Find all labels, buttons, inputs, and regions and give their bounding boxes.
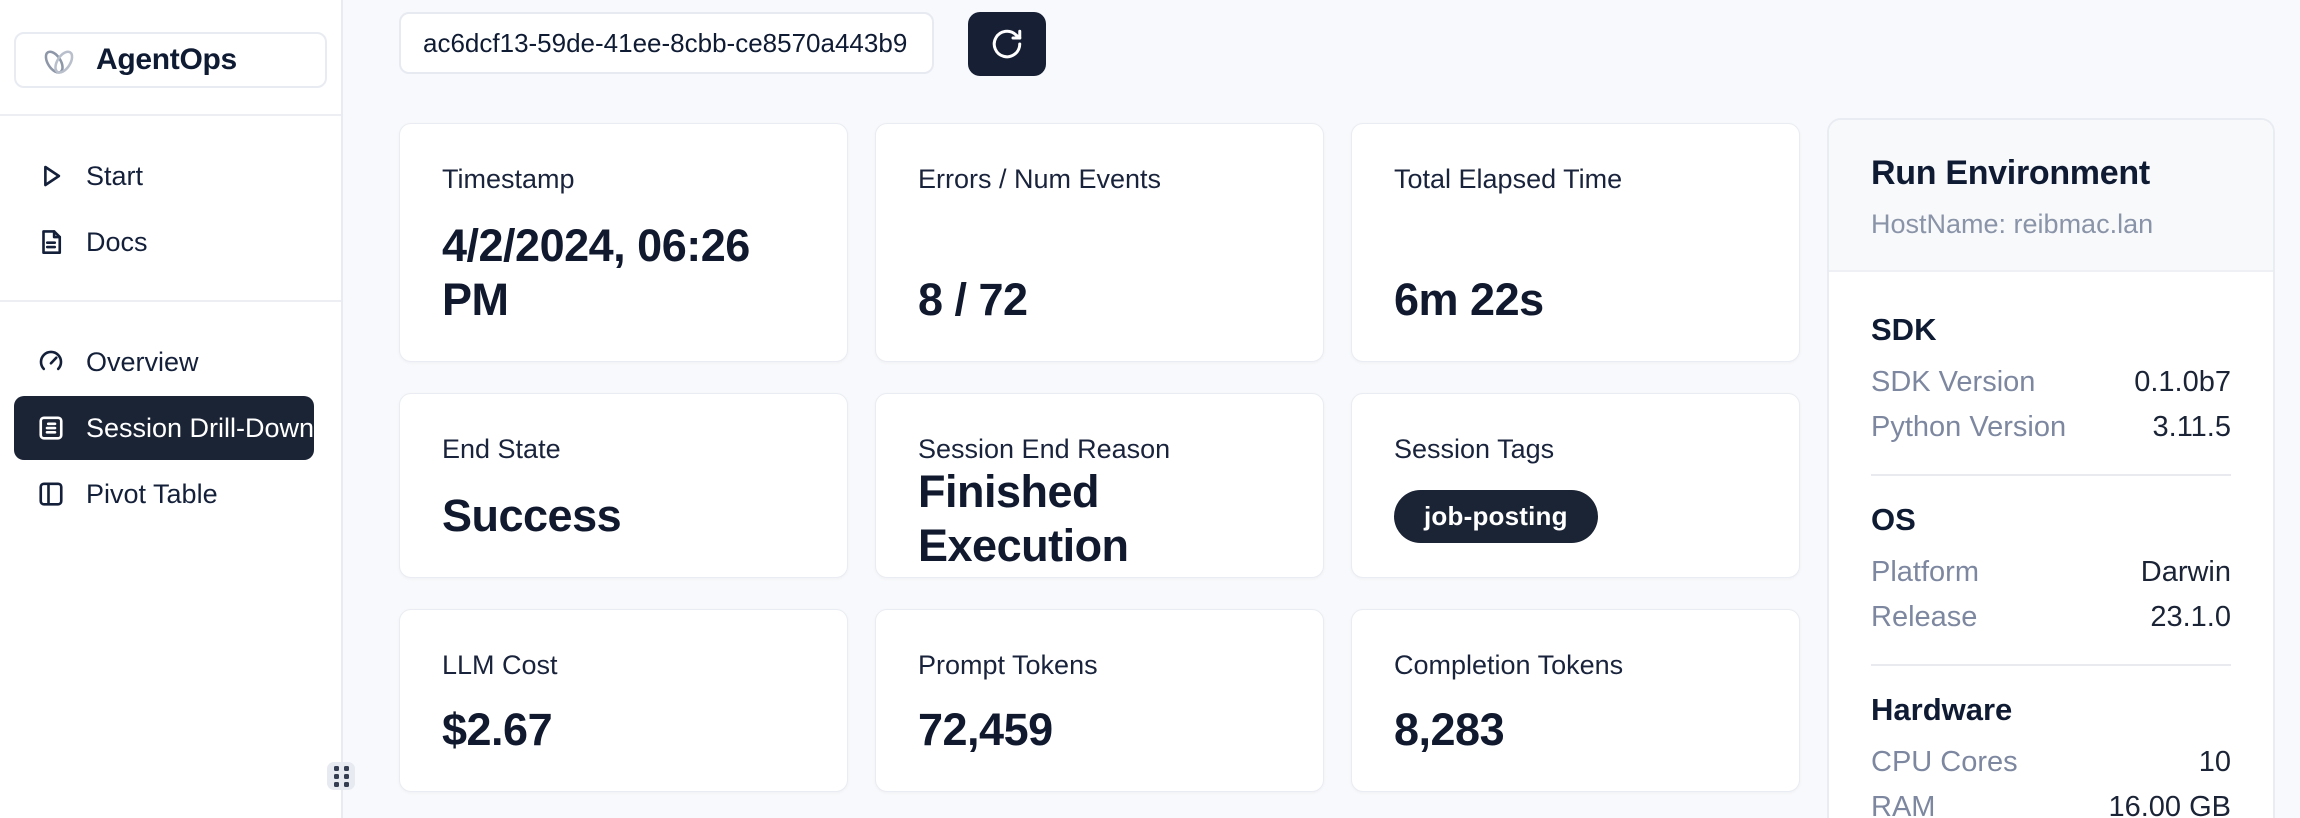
env-row-label: Python Version — [1871, 411, 2067, 443]
session-tag-badge: job-posting — [1394, 490, 1598, 543]
gauge-icon — [36, 347, 66, 377]
env-row-python-version: Python Version 3.11.5 — [1871, 405, 2231, 450]
env-section-divider — [1871, 474, 2231, 476]
env-row-ram: RAM 16.00 GB — [1871, 785, 2231, 818]
content-row: Timestamp 4/2/2024, 06:26 PM Errors / Nu… — [399, 118, 2275, 818]
card-value: 8,283 — [1394, 704, 1505, 755]
sidebar-item-session-drill-down[interactable]: Session Drill-Down — [14, 396, 314, 460]
card-value: 4/2/2024, 06:26 PM — [442, 220, 750, 325]
card-end-state: End State Success — [399, 393, 848, 578]
hostname-text: HostName: reibmac.lan — [1871, 209, 2154, 239]
env-row-label: RAM — [1871, 791, 1936, 818]
section-heading-os: OS — [1871, 502, 1916, 537]
agentops-logo-icon — [38, 42, 80, 78]
play-icon — [36, 161, 66, 191]
sidebar-item-label: Overview — [86, 346, 199, 377]
topbar — [399, 12, 2275, 76]
sidebar-item-docs[interactable]: Docs — [14, 210, 327, 274]
section-heading-hardware: Hardware — [1871, 692, 2013, 727]
card-label: Timestamp — [442, 164, 575, 194]
sidebar: AgentOps Start — [0, 0, 355, 818]
document-icon — [36, 227, 66, 257]
env-row-label: SDK Version — [1871, 366, 2036, 398]
section-heading-sdk: SDK — [1871, 312, 1937, 347]
env-row-release: Release 23.1.0 — [1871, 595, 2231, 640]
refresh-icon — [989, 26, 1025, 62]
panel-icon — [36, 479, 66, 509]
card-total-elapsed-time: Total Elapsed Time 6m 22s — [1351, 123, 1800, 362]
sidebar-item-start[interactable]: Start — [14, 144, 327, 208]
card-value: Success — [442, 490, 622, 541]
sidebar-nav-top: Start Docs — [14, 116, 327, 274]
run-environment-title: Run Environment — [1871, 154, 2150, 192]
env-row-value: Darwin — [2140, 556, 2231, 588]
card-prompt-tokens: Prompt Tokens 72,459 — [875, 609, 1324, 792]
env-row-value: 3.11.5 — [2152, 411, 2231, 443]
card-label: Prompt Tokens — [918, 650, 1098, 680]
list-icon — [36, 413, 66, 443]
env-row-value: 10 — [2198, 746, 2231, 778]
refresh-button[interactable] — [968, 12, 1046, 76]
brand-logo-box[interactable]: AgentOps — [14, 32, 327, 88]
run-environment-header: Run Environment HostName: reibmac.lan — [1829, 120, 2273, 272]
sidebar-divider — [0, 114, 341, 116]
card-completion-tokens: Completion Tokens 8,283 — [1351, 609, 1800, 792]
card-label: LLM Cost — [442, 650, 558, 680]
card-session-tags: Session Tags job-posting — [1351, 393, 1800, 578]
card-label: Session Tags — [1394, 434, 1555, 464]
card-label: Completion Tokens — [1394, 650, 1624, 680]
card-value: 72,459 — [918, 704, 1053, 755]
stat-cards-grid: Timestamp 4/2/2024, 06:26 PM Errors / Nu… — [399, 123, 1800, 792]
card-value: 6m 22s — [1394, 274, 1544, 325]
sidebar-item-overview[interactable]: Overview — [14, 330, 327, 394]
sidebar-item-label: Start — [86, 160, 144, 191]
sidebar-item-label: Session Drill-Down — [86, 412, 315, 443]
card-label: Session End Reason — [918, 434, 1171, 464]
env-section-divider — [1871, 664, 2231, 666]
env-row-value: 0.1.0b7 — [2134, 366, 2231, 398]
run-environment-panel: Run Environment HostName: reibmac.lan SD… — [1827, 118, 2275, 818]
env-row-sdk-version: SDK Version 0.1.0b7 — [1871, 360, 2231, 405]
card-value: 8 / 72 — [918, 274, 1028, 325]
sidebar-item-label: Pivot Table — [86, 478, 218, 509]
card-errors-num-events: Errors / Num Events 8 / 72 — [875, 123, 1324, 362]
card-label: Total Elapsed Time — [1394, 164, 1623, 194]
card-session-end-reason: Session End Reason Finished Execution — [875, 393, 1324, 578]
env-row-platform: Platform Darwin — [1871, 550, 2231, 595]
sidebar-nav-session: Overview Session Drill-Down — [14, 302, 327, 526]
env-row-label: Platform — [1871, 556, 1979, 588]
card-timestamp: Timestamp 4/2/2024, 06:26 PM — [399, 123, 848, 362]
card-label: End State — [442, 434, 561, 464]
sidebar-item-label: Docs — [86, 226, 148, 257]
main-content: Timestamp 4/2/2024, 06:26 PM Errors / Nu… — [343, 0, 2300, 818]
env-row-cpu-cores: CPU Cores 10 — [1871, 740, 2231, 785]
card-label: Errors / Num Events — [918, 164, 1162, 194]
sidebar-resize-grip[interactable] — [327, 762, 355, 790]
env-row-label: CPU Cores — [1871, 746, 2018, 778]
card-value: $2.67 — [442, 704, 553, 755]
run-environment-body: SDK SDK Version 0.1.0b7 Python Version 3… — [1829, 272, 2273, 818]
card-value: Finished Execution — [918, 466, 1129, 571]
tag-row: job-posting — [1394, 490, 1757, 543]
session-id-input[interactable] — [399, 12, 934, 74]
env-row-label: Release — [1871, 601, 1978, 633]
sidebar-divider-2 — [0, 300, 341, 302]
env-row-value: 16.00 GB — [2108, 791, 2231, 818]
brand-name: AgentOps — [96, 43, 237, 76]
card-llm-cost: LLM Cost $2.67 — [399, 609, 848, 792]
env-row-value: 23.1.0 — [2150, 601, 2231, 633]
sidebar-item-pivot-table[interactable]: Pivot Table — [14, 462, 327, 526]
